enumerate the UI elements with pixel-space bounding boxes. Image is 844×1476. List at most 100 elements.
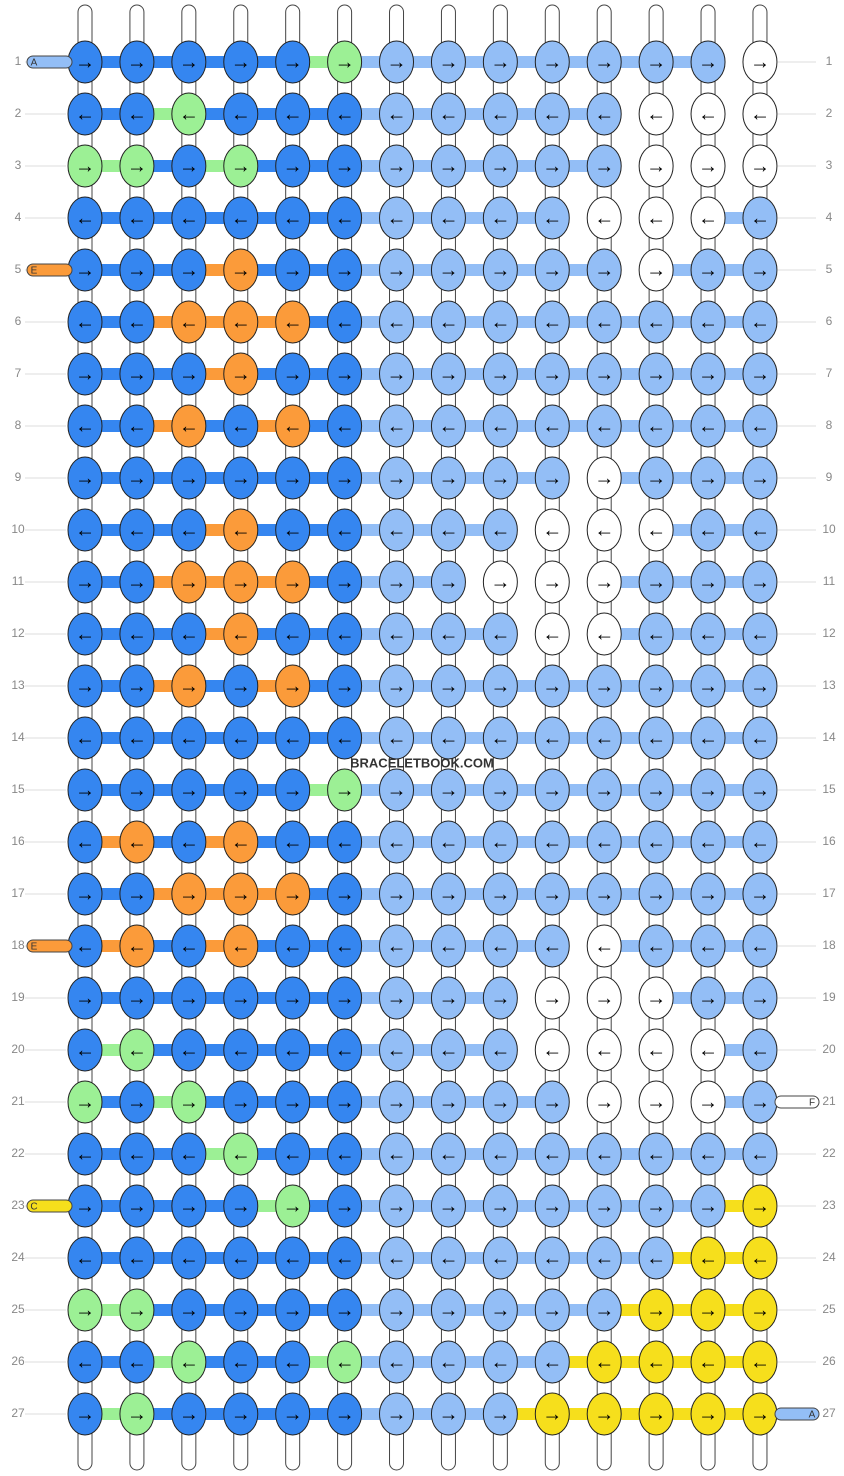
knot: [690, 456, 726, 500]
knot: [171, 456, 207, 500]
knot: [223, 820, 259, 864]
knot-arrow: →: [594, 1091, 614, 1113]
knot: [327, 1080, 363, 1124]
knot-arrow: ←: [594, 103, 614, 125]
knot: [638, 1392, 674, 1436]
knot-arrow: →: [179, 779, 199, 801]
knot: [586, 1028, 622, 1072]
string-end: [26, 55, 73, 69]
row-number: 26: [822, 1354, 836, 1368]
knot: [171, 560, 207, 604]
knot-arrow: →: [698, 987, 718, 1009]
row-number: 9: [826, 470, 833, 484]
knot: [275, 144, 311, 188]
knot: [482, 1184, 518, 1228]
knot: [742, 1184, 778, 1228]
knot-arrow: ←: [438, 623, 458, 645]
knot-arrow: →: [335, 571, 355, 593]
knot: [327, 352, 363, 396]
knot-arrow: →: [75, 883, 95, 905]
row-number: 4: [15, 210, 22, 224]
knot-arrow: ←: [698, 103, 718, 125]
knot: [223, 1080, 259, 1124]
knot-arrow: →: [231, 987, 251, 1009]
knot-arrow: →: [698, 675, 718, 697]
knot: [742, 768, 778, 812]
knot: [379, 144, 415, 188]
string-end: [26, 263, 73, 277]
knot-arrow: →: [75, 1091, 95, 1113]
knot-arrow: ←: [179, 103, 199, 125]
knot: [223, 144, 259, 188]
knot-arrow: →: [283, 883, 303, 905]
knot: [379, 1236, 415, 1280]
knot: [690, 248, 726, 292]
knot: [430, 508, 466, 552]
knot-arrow: →: [75, 363, 95, 385]
knot: [430, 976, 466, 1020]
knot-arrow: ←: [387, 1247, 407, 1269]
knot-arrow: →: [127, 987, 147, 1009]
knot: [275, 1392, 311, 1436]
knot-arrow: →: [438, 1195, 458, 1217]
knot: [275, 612, 311, 656]
knot: [742, 1236, 778, 1280]
knot-arrow: →: [335, 883, 355, 905]
row-number: 8: [826, 418, 833, 432]
knot-arrow: →: [438, 259, 458, 281]
knot: [586, 716, 622, 760]
row-number: 19: [822, 990, 836, 1004]
knot: [171, 1080, 207, 1124]
knot: [586, 664, 622, 708]
knot-arrow: →: [646, 1403, 666, 1425]
knot-arrow: →: [750, 571, 770, 593]
knot: [430, 1184, 466, 1228]
knot: [690, 612, 726, 656]
knot-arrow: →: [75, 571, 95, 593]
knot-arrow: ←: [490, 1247, 510, 1269]
knot-arrow: ←: [283, 311, 303, 333]
knot-arrow: ←: [75, 519, 95, 541]
knot: [379, 1340, 415, 1384]
knot-arrow: ←: [387, 727, 407, 749]
knot-arrow: →: [594, 259, 614, 281]
knot: [586, 976, 622, 1020]
row-number: 27: [11, 1406, 25, 1420]
knot: [119, 1340, 155, 1384]
knot-arrow: →: [438, 675, 458, 697]
row-number: 6: [15, 314, 22, 328]
knot: [171, 612, 207, 656]
knot-arrow: →: [646, 883, 666, 905]
knot: [534, 508, 570, 552]
knot: [638, 560, 674, 604]
knot-arrow: →: [438, 467, 458, 489]
knot-arrow: ←: [750, 1039, 770, 1061]
knot-arrow: →: [335, 1403, 355, 1425]
knot: [119, 1080, 155, 1124]
knot-arrow: ←: [438, 935, 458, 957]
knot-arrow: →: [750, 675, 770, 697]
knot-arrow: ←: [438, 415, 458, 437]
row-number: 10: [11, 522, 25, 536]
knot: [379, 92, 415, 136]
knot: [690, 768, 726, 812]
knot-arrow: ←: [542, 727, 562, 749]
knot-arrow: →: [542, 363, 562, 385]
knot-arrow: ←: [387, 103, 407, 125]
knot: [586, 196, 622, 240]
knot: [275, 248, 311, 292]
knot: [275, 976, 311, 1020]
knot: [638, 664, 674, 708]
knot-arrow: ←: [75, 1039, 95, 1061]
knot-arrow: →: [283, 1299, 303, 1321]
knot: [482, 924, 518, 968]
knot-arrow: ←: [646, 415, 666, 437]
knot-arrow: →: [750, 883, 770, 905]
knot: [482, 1028, 518, 1072]
knot-arrow: ←: [283, 1351, 303, 1373]
knot-arrow: ←: [646, 1039, 666, 1061]
knot: [482, 1288, 518, 1332]
knot-arrow: ←: [387, 1351, 407, 1373]
knot-arrow: ←: [646, 1351, 666, 1373]
knot-arrow: ←: [490, 727, 510, 749]
